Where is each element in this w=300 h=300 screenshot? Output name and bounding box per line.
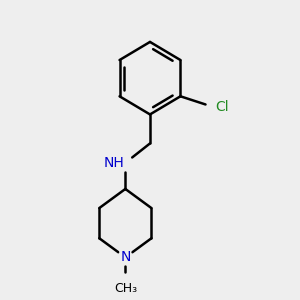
Text: N: N <box>120 250 130 264</box>
Text: Cl: Cl <box>215 100 229 114</box>
Text: CH₃: CH₃ <box>114 282 137 295</box>
Text: NH: NH <box>103 156 124 170</box>
